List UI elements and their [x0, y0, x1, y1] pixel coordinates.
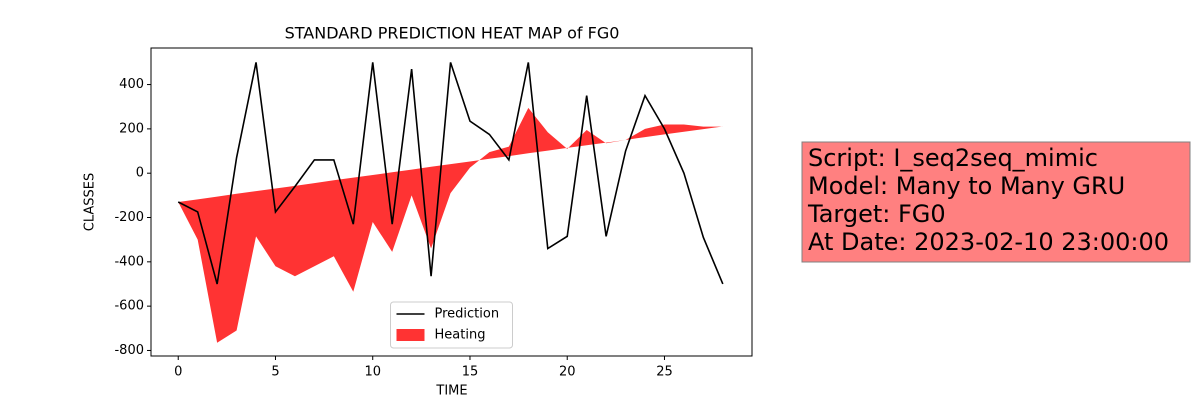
y-axis-label: CLASSES	[83, 173, 98, 231]
legend-swatch	[396, 329, 425, 341]
annotation-line: At Date: 2023-02-10 23:00:00	[808, 228, 1169, 256]
annotation-box	[801, 141, 1191, 263]
prediction-line	[177, 62, 724, 285]
legend-label: Prediction	[435, 307, 500, 322]
y-tick-label: 200	[119, 121, 144, 136]
annotation-line: Model: Many to Many GRU	[808, 172, 1125, 200]
annotation-line: Script: I_seq2seq_mimic	[808, 144, 1098, 172]
chart-title: STANDARD PREDICTION HEAT MAP of FG0	[285, 24, 620, 43]
y-tick-label: -800	[114, 343, 144, 358]
plot-frame	[150, 47, 753, 357]
legend-label: Heating	[435, 328, 486, 343]
x-tick-label: 10	[364, 365, 381, 380]
y-tick-label: 400	[119, 77, 144, 92]
x-axis-label: TIME	[435, 384, 467, 399]
y-tick-label: -200	[114, 210, 144, 225]
x-tick-label: 0	[174, 365, 182, 380]
y-tick-label: -600	[114, 299, 144, 314]
annotation-line: Target: FG0	[807, 200, 946, 228]
y-tick-label: 0	[136, 166, 144, 181]
x-tick-label: 25	[656, 365, 673, 380]
x-tick-label: 15	[462, 365, 479, 380]
x-tick-label: 5	[271, 365, 279, 380]
y-tick-label: -400	[114, 254, 144, 269]
heating-area	[178, 107, 723, 343]
x-tick-label: 20	[559, 365, 576, 380]
